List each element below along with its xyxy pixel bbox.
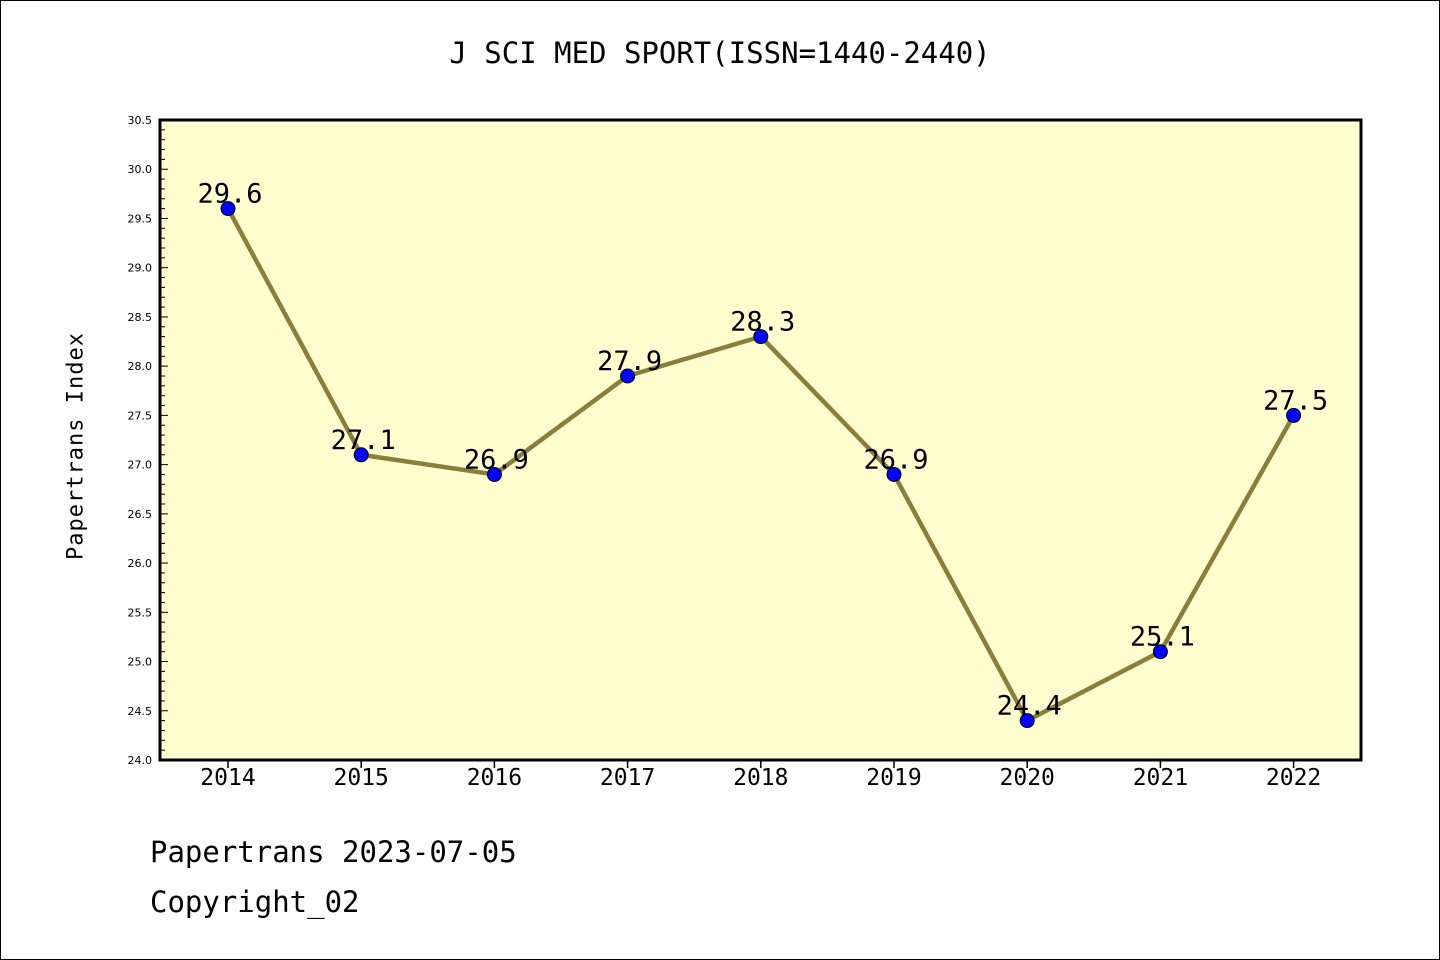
x-tick-label: 2016 <box>467 765 522 791</box>
data-point-marker <box>220 201 236 217</box>
data-point-marker <box>353 447 369 463</box>
y-tick-label: 25.5 <box>128 606 153 619</box>
y-tick-label: 24.0 <box>128 754 153 767</box>
footer-date: Papertrans 2023-07-05 <box>150 835 517 869</box>
data-label: 27.1 <box>331 425 396 456</box>
x-tick-label: 2015 <box>334 765 389 791</box>
y-tick-label: 29.0 <box>128 262 153 275</box>
footer-copyright: Copyright_02 <box>150 885 360 919</box>
x-tick-label: 2018 <box>733 765 788 791</box>
data-point-marker <box>620 368 636 384</box>
data-label: 24.4 <box>997 691 1062 722</box>
y-tick-label: 30.0 <box>128 163 153 176</box>
y-tick-label: 25.0 <box>128 656 153 669</box>
y-tick-label: 26.5 <box>128 508 153 521</box>
x-tick-label: 2021 <box>1133 765 1188 791</box>
y-tick-label: 26.0 <box>128 557 153 570</box>
data-label: 27.5 <box>1263 385 1328 416</box>
data-label: 26.9 <box>464 444 529 475</box>
y-tick-label: 28.5 <box>128 311 153 324</box>
data-point-marker <box>1019 713 1035 729</box>
y-tick-label: 30.5 <box>128 114 153 127</box>
data-label: 28.3 <box>730 307 795 338</box>
y-tick-label: 27.5 <box>128 409 153 422</box>
data-point-marker <box>753 329 769 345</box>
data-label: 26.9 <box>863 444 928 475</box>
x-tick-label: 2022 <box>1266 765 1321 791</box>
x-tick-label: 2020 <box>1000 765 1055 791</box>
series-group <box>220 201 1302 729</box>
y-tick-label: 29.5 <box>128 212 153 225</box>
data-label: 25.1 <box>1130 622 1195 653</box>
x-tick-label: 2019 <box>866 765 921 791</box>
data-point-marker <box>1286 407 1302 423</box>
data-label: 27.9 <box>597 346 662 377</box>
y-tick-label: 27.0 <box>128 459 153 472</box>
plot-border <box>158 118 1363 762</box>
y-tick-label: 24.5 <box>128 705 153 718</box>
data-point-marker <box>1152 644 1168 660</box>
x-axis: 2014 2015 2016 2017 2018 2019 2020 2021 2022 <box>200 760 1321 791</box>
data-point-marker <box>486 466 502 482</box>
data-label: 29.6 <box>197 179 262 210</box>
data-point-marker <box>886 466 902 482</box>
chart-title: J SCI MED SPORT(ISSN=1440-2440) <box>449 36 991 70</box>
data-labels-group: 29.6 27.1 26.9 27.9 28.3 26.9 24.4 25.1 27.5 <box>197 179 1328 722</box>
x-tick-label: 2017 <box>600 765 655 791</box>
y-tick-label: 28.0 <box>128 360 153 373</box>
x-tick-label: 2014 <box>200 765 255 791</box>
